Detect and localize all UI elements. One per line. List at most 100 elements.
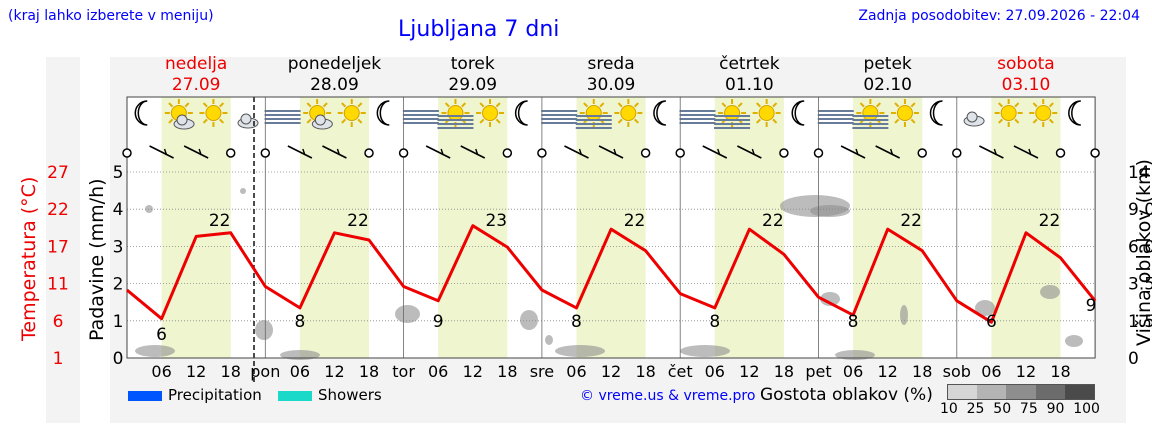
wind-barb-icon — [460, 145, 486, 159]
cloud-patch — [820, 292, 840, 306]
calm-wind-icon — [537, 148, 547, 158]
copyright-link[interactable]: © vreme.us & vreme.pro — [580, 388, 756, 404]
sun-icon — [856, 99, 885, 127]
cloud-patch — [255, 320, 273, 340]
cloud-patch — [135, 345, 175, 357]
fog-icon — [264, 110, 301, 124]
calm-wind-icon — [675, 148, 685, 158]
wind-barb-icon — [979, 145, 1004, 159]
calm-wind-icon — [952, 148, 962, 158]
fog-icon — [541, 110, 578, 124]
precipitation-tick: 2 — [113, 275, 124, 295]
wind-barb-icon — [1013, 145, 1039, 159]
day-date: 28.09 — [310, 75, 359, 95]
hour-tick: 06 — [428, 362, 448, 381]
daylight-band — [714, 97, 784, 358]
cloud-patch — [1065, 335, 1083, 347]
wind-row — [122, 145, 1100, 159]
cloud-icon — [963, 111, 985, 127]
hour-tick: 18 — [774, 362, 794, 381]
sun-icon — [476, 99, 505, 127]
legend-showers: Showers — [278, 386, 382, 404]
hour-tick: 06 — [705, 362, 725, 381]
hour-tick: 12 — [739, 362, 759, 381]
day-name: sobota — [997, 54, 1055, 74]
calm-wind-icon — [225, 148, 236, 158]
sun-icon — [199, 99, 228, 127]
hour-tick: 12 — [1016, 362, 1036, 381]
cloud-density-scale-value: 90 — [1046, 401, 1065, 417]
day-name: nedelja — [165, 54, 227, 74]
daylight-band — [161, 97, 231, 358]
left-strip — [46, 57, 80, 423]
day-abbr-tick: pet — [805, 362, 831, 381]
fog-icon — [852, 115, 889, 129]
cloud-height-tick: 9.0 — [1128, 200, 1152, 220]
sun-icon — [337, 99, 366, 127]
sun-icon — [614, 99, 643, 127]
location-hint: (kraj lahko izberete v meniju) — [8, 8, 214, 24]
fog-icon — [575, 115, 612, 129]
wind-barb-icon — [875, 145, 901, 159]
cloud-patch — [395, 305, 420, 323]
daylight-band — [576, 97, 646, 358]
cloud-height-tick: 0 — [1128, 349, 1139, 369]
hour-tick: 18 — [497, 362, 517, 381]
weather-icon-row — [134, 99, 1081, 130]
precipitation-tick: 3 — [113, 237, 124, 257]
temperature-label: 22 — [1039, 211, 1061, 231]
daylight-band — [299, 97, 370, 358]
precipitation-legend-label: Precipitation — [168, 386, 262, 404]
wind-barb-icon — [702, 145, 728, 159]
cloud-density-scale-value: 25 — [966, 401, 985, 417]
cloud-density-scale-value: 75 — [1019, 401, 1038, 417]
temperature-line — [126, 224, 1097, 324]
wind-barb-icon — [564, 145, 589, 159]
temperature-label: 8 — [709, 312, 720, 332]
daylight-band — [853, 97, 923, 358]
precipitation-swatch — [128, 390, 162, 401]
cloud-density-scale-value: 100 — [1073, 401, 1100, 417]
temperature-label: 6 — [156, 325, 167, 345]
fog-icon — [714, 115, 751, 129]
cloud-height-tick: 3.5 — [1128, 275, 1152, 295]
hour-tick: 06 — [151, 362, 171, 381]
fog-icon — [402, 110, 439, 124]
calm-wind-icon — [813, 148, 824, 158]
hour-tick: 12 — [186, 362, 206, 381]
temperature-label: 22 — [347, 211, 369, 231]
cloud-icon — [237, 113, 259, 129]
day-date: 03.10 — [1002, 75, 1051, 95]
precipitation-tick: 0 — [113, 349, 124, 369]
showers-legend-label: Showers — [318, 386, 382, 404]
legend-precipitation: Precipitation — [128, 386, 262, 404]
temperature-label: 8 — [294, 312, 305, 332]
sun-icon — [718, 99, 747, 127]
temperature-tick: 11 — [47, 275, 69, 295]
hour-tick: 12 — [324, 362, 344, 381]
showers-swatch — [278, 390, 312, 401]
calm-wind-icon — [1090, 148, 1100, 158]
cloud-patch — [520, 310, 538, 330]
cloud-density-scale-value: 50 — [993, 401, 1012, 417]
wind-barb-icon — [322, 145, 347, 159]
temperature-label: 22 — [209, 211, 231, 231]
wind-barb-icon — [425, 145, 451, 159]
sun-icon — [579, 99, 608, 127]
wind-barb-icon — [598, 145, 624, 159]
calm-wind-icon — [1055, 148, 1066, 158]
last-update: Zadnja posodobitev: 27.09.2026 - 22:04 — [858, 8, 1140, 24]
temperature-label: 23 — [485, 211, 507, 231]
day-name: petek — [864, 54, 912, 74]
temperature-label: 8 — [848, 312, 859, 332]
wind-barb-icon — [149, 145, 174, 159]
sun-icon — [890, 99, 919, 127]
cloud-icon — [173, 114, 195, 130]
day-name: torek — [451, 54, 495, 74]
cloud-patch — [975, 300, 995, 316]
cloud-density-scale — [947, 384, 1095, 400]
day-date: 27.09 — [172, 75, 221, 95]
cloud-patch — [900, 305, 908, 325]
cloud-patch — [240, 188, 246, 194]
